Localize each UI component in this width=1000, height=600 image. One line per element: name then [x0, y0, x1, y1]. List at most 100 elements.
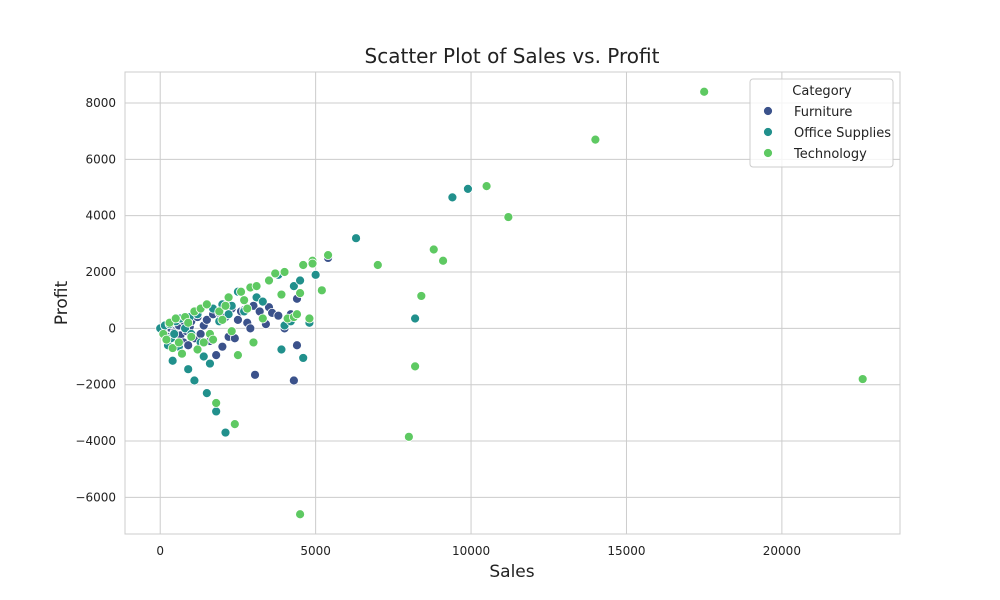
point-technology — [276, 289, 287, 300]
legend-marker-technology — [763, 148, 773, 158]
y-axis-label: Profit — [52, 280, 72, 325]
legend-title: Category — [792, 84, 852, 99]
point-technology — [316, 285, 327, 296]
y-tick-label: −6000 — [75, 490, 116, 504]
legend-marker-furniture — [763, 106, 773, 116]
x-tick-label: 10000 — [452, 544, 490, 558]
y-tick-label: 6000 — [85, 152, 116, 166]
point-office-supplies — [463, 184, 473, 194]
point-office-supplies — [288, 281, 299, 291]
point-technology — [323, 250, 333, 261]
y-axis-ticks: −6000 −4000 −2000 0 2000 4000 6000 8000 — [75, 96, 116, 504]
point-technology — [292, 309, 302, 320]
point-technology — [183, 317, 194, 328]
point-technology — [251, 281, 262, 291]
point-technology — [481, 181, 492, 191]
point-technology — [217, 315, 228, 325]
y-tick-label: −4000 — [75, 434, 116, 448]
point-office-supplies — [351, 233, 361, 244]
point-technology — [295, 288, 305, 299]
x-axis-label: Sales — [489, 562, 534, 582]
y-tick-label: 2000 — [85, 265, 116, 279]
point-technology — [170, 313, 181, 324]
point-office-supplies — [183, 364, 194, 375]
x-tick-label: 15000 — [607, 544, 645, 558]
point-furniture — [273, 310, 284, 321]
point-technology — [211, 398, 222, 408]
point-furniture — [211, 350, 222, 361]
point-technology — [229, 419, 240, 430]
x-tick-label: 0 — [156, 544, 164, 558]
point-furniture — [233, 315, 243, 325]
point-technology — [503, 212, 514, 222]
point-office-supplies — [211, 406, 222, 417]
point-office-supplies — [220, 427, 231, 438]
point-technology — [198, 337, 209, 348]
chart-title: Scatter Plot of Sales vs. Profit — [365, 44, 660, 68]
data-points — [155, 86, 868, 520]
point-technology — [186, 331, 197, 342]
legend-box — [749, 78, 894, 168]
point-technology — [295, 509, 305, 520]
point-technology — [242, 303, 253, 314]
x-tick-label: 5000 — [300, 544, 331, 558]
point-technology — [233, 350, 243, 361]
point-technology — [226, 326, 237, 337]
point-technology — [416, 291, 427, 301]
point-technology — [236, 286, 246, 297]
point-technology — [223, 292, 234, 303]
point-office-supplies — [410, 313, 421, 324]
point-technology — [270, 268, 281, 279]
point-technology — [298, 260, 309, 270]
point-office-supplies — [189, 375, 200, 386]
point-technology — [239, 295, 250, 306]
point-office-supplies — [295, 275, 305, 286]
point-technology — [177, 348, 187, 359]
point-office-supplies — [310, 269, 321, 280]
point-technology — [403, 431, 414, 442]
point-office-supplies — [257, 296, 268, 307]
point-technology — [167, 343, 178, 353]
point-technology — [257, 313, 268, 324]
legend-label-furniture: Furniture — [794, 105, 852, 120]
point-technology — [192, 344, 203, 355]
legend-marker-office-supplies — [763, 127, 773, 137]
point-technology — [428, 244, 439, 255]
point-technology — [248, 337, 259, 348]
point-office-supplies — [223, 309, 234, 320]
point-office-supplies — [201, 388, 212, 399]
y-tick-label: 0 — [108, 321, 116, 335]
point-technology — [214, 306, 225, 317]
point-office-supplies — [276, 344, 287, 355]
point-technology — [438, 255, 448, 266]
point-technology — [590, 134, 601, 145]
y-tick-label: 8000 — [85, 96, 116, 110]
point-furniture — [245, 323, 256, 334]
point-office-supplies — [167, 355, 178, 366]
point-technology — [161, 334, 172, 345]
gridlines — [125, 72, 900, 534]
point-furniture — [292, 340, 302, 351]
point-technology — [857, 374, 868, 384]
point-technology — [307, 258, 318, 269]
y-tick-label: −2000 — [75, 378, 116, 392]
point-office-supplies — [205, 358, 215, 369]
point-technology — [699, 86, 710, 97]
point-technology — [264, 275, 274, 286]
point-furniture — [217, 341, 228, 352]
point-technology — [220, 300, 231, 311]
point-technology — [208, 334, 218, 345]
legend-label-office-supplies: Office Supplies — [794, 126, 891, 141]
point-technology — [372, 260, 383, 270]
point-office-supplies — [298, 353, 309, 363]
point-furniture — [201, 315, 212, 325]
x-axis-ticks: 0 5000 10000 15000 20000 — [156, 544, 801, 558]
point-furniture — [195, 329, 206, 339]
point-technology — [304, 313, 315, 324]
point-technology — [410, 361, 421, 372]
legend: Category Furniture Office Supplies Techn… — [749, 78, 894, 168]
point-office-supplies — [169, 329, 180, 339]
point-technology — [201, 299, 212, 310]
point-office-supplies — [447, 192, 458, 203]
